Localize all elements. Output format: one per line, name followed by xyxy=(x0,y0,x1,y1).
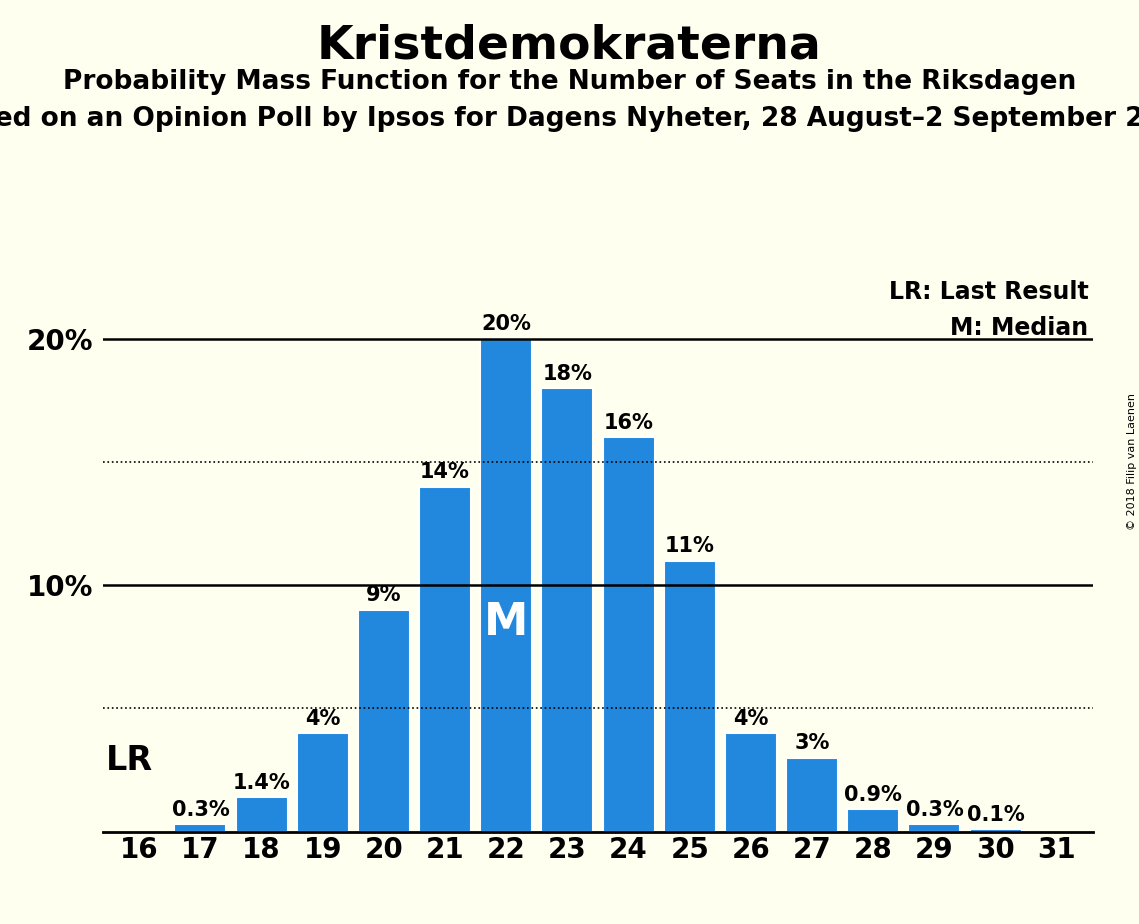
Text: Probability Mass Function for the Number of Seats in the Riksdagen: Probability Mass Function for the Number… xyxy=(63,69,1076,95)
Text: 0.9%: 0.9% xyxy=(844,785,902,805)
Text: LR: Last Result: LR: Last Result xyxy=(888,280,1089,304)
Bar xyxy=(419,487,472,832)
Text: 0.3%: 0.3% xyxy=(172,800,229,820)
Text: 0.3%: 0.3% xyxy=(906,800,964,820)
Text: M: M xyxy=(484,601,528,644)
Text: LR: LR xyxy=(106,745,153,777)
Bar xyxy=(236,797,287,832)
Text: 18%: 18% xyxy=(542,364,592,383)
Text: 11%: 11% xyxy=(665,536,714,556)
Bar xyxy=(481,339,532,832)
Text: 20%: 20% xyxy=(482,314,531,334)
Text: 9%: 9% xyxy=(366,586,402,605)
Bar xyxy=(909,824,960,832)
Bar xyxy=(297,733,349,832)
Text: 4%: 4% xyxy=(734,709,769,729)
Text: 3%: 3% xyxy=(794,734,829,753)
Bar xyxy=(969,829,1022,832)
Text: Based on an Opinion Poll by Ipsos for Dagens Nyheter, 28 August–2 September 2018: Based on an Opinion Poll by Ipsos for Da… xyxy=(0,106,1139,132)
Bar xyxy=(664,561,715,832)
Text: 16%: 16% xyxy=(604,413,654,433)
Text: 14%: 14% xyxy=(420,462,470,482)
Text: 0.1%: 0.1% xyxy=(967,805,1024,825)
Text: Kristdemokraterna: Kristdemokraterna xyxy=(317,23,822,68)
Bar xyxy=(724,733,777,832)
Bar xyxy=(786,758,838,832)
Text: © 2018 Filip van Laenen: © 2018 Filip van Laenen xyxy=(1126,394,1137,530)
Bar xyxy=(847,809,899,832)
Bar xyxy=(174,824,227,832)
Bar xyxy=(541,388,593,832)
Text: M: Median: M: Median xyxy=(950,316,1089,340)
Bar xyxy=(603,437,655,832)
Text: 4%: 4% xyxy=(305,709,341,729)
Text: 1.4%: 1.4% xyxy=(232,772,290,793)
Bar xyxy=(358,610,410,832)
